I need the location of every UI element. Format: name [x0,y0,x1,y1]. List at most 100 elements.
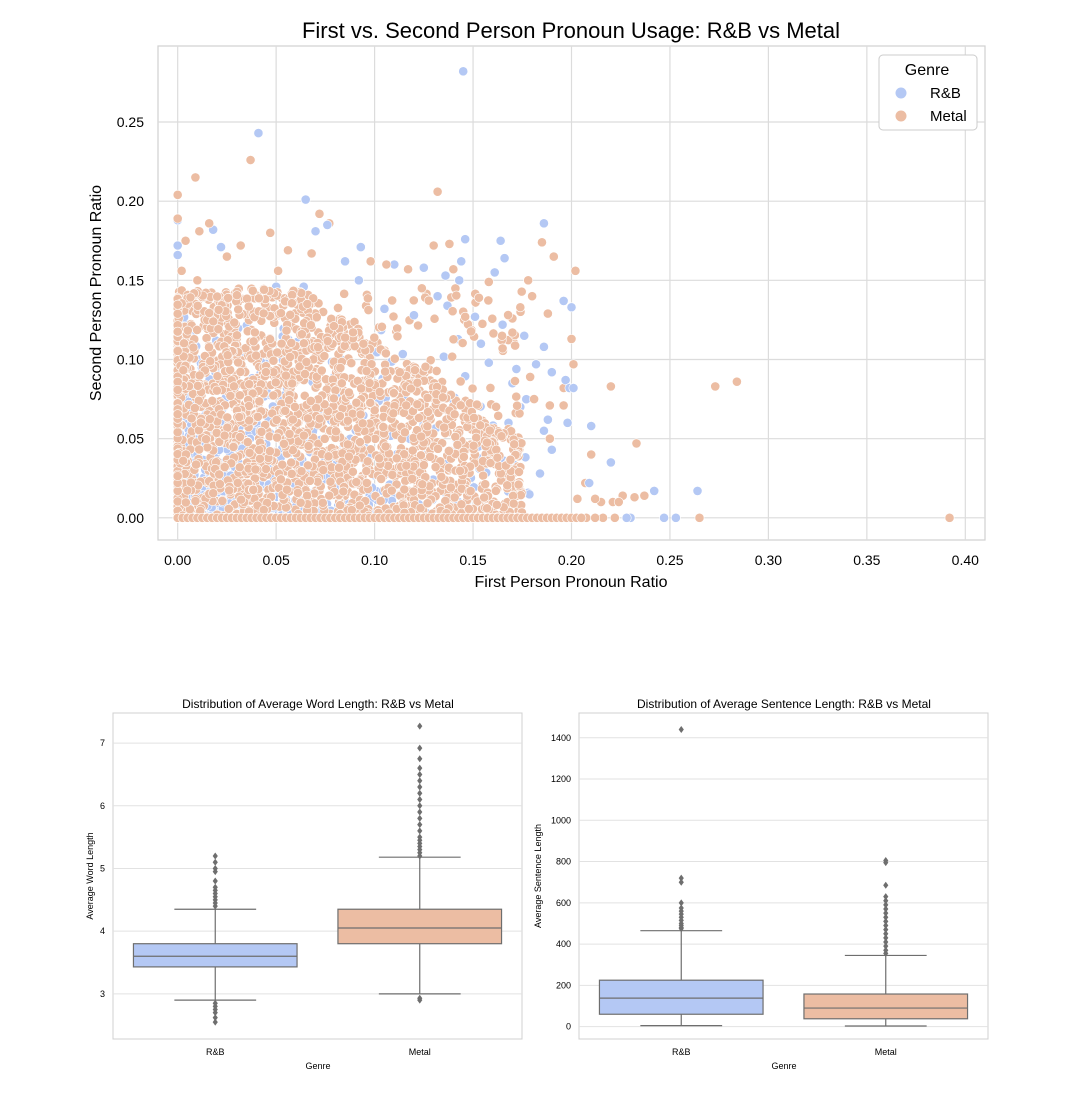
metal-point [469,413,479,423]
metal-point [399,449,410,460]
sentence-length-grid [579,737,988,1028]
metal-point [256,426,267,437]
y-tick-label: 5 [100,863,105,873]
metal-point [172,409,183,420]
rnb-point [470,311,480,322]
metal-point [297,329,307,340]
metal-point [214,479,225,489]
metal-point [335,363,346,373]
metal-point [339,340,350,351]
metal-point [247,285,258,296]
metal-point [391,453,402,464]
metal-point [316,365,327,376]
metal-point [233,357,244,368]
metal-point [286,338,297,348]
y-tick-label: 0.00 [117,510,144,526]
metal-point [228,442,239,452]
legend-marker-metal [895,110,907,122]
metal-point [254,445,265,455]
box-body [803,993,969,1020]
metal-point [281,370,291,381]
rnb-point [300,194,311,205]
metal-point [491,499,502,510]
metal-point [172,346,183,356]
metal-point [527,291,538,302]
metal-point [432,186,443,197]
metal-point [497,343,508,354]
rnb-point [454,275,465,286]
metal-point [204,414,215,424]
rnb-point [322,220,333,230]
metal-point [354,500,365,511]
metal-point [422,498,433,509]
rnb-point [216,242,226,252]
metal-point [179,338,189,349]
metal-point [172,385,183,395]
metal-point [234,462,245,473]
metal-point [219,430,230,441]
word-length-boxes [132,722,503,1026]
metal-point [455,465,465,476]
metal-point [631,438,642,449]
metal-point [422,421,433,432]
metal-point [265,334,275,345]
metal-point [566,334,577,344]
metal-point [282,484,292,495]
word-length-x-label: Genre [305,1061,330,1071]
metal-point [268,355,279,366]
metal-point [290,402,300,412]
metal-point [484,425,495,436]
metal-point [294,361,305,372]
sentence-length-title: Distribution of Average Sentence Length:… [637,697,931,711]
metal-point [302,413,313,424]
scatter-x-label: First Person Pronoun Ratio [475,574,668,591]
metal-point [343,387,354,398]
y-tick-label: 6 [100,801,105,811]
x-tick-label: R&B [206,1047,225,1057]
metal-point [407,445,418,456]
x-tick-label: Metal [409,1047,431,1057]
metal-point [284,429,295,439]
metal-point [374,453,385,464]
metal-point [356,383,367,394]
metal-point [505,454,516,465]
metal-point [474,292,484,303]
metal-point [298,338,309,349]
metal-point [456,499,467,510]
metal-point [222,350,233,361]
metal-point [496,431,507,442]
metal-point [447,351,458,362]
metal-point [190,172,201,183]
metal-point [403,264,413,275]
metal-point [324,490,335,501]
metal-point [377,321,387,332]
outlier-marker [883,949,889,957]
metal-point [270,377,281,388]
metal-point [488,328,499,339]
rnb-point [531,359,541,370]
metal-point [351,477,362,487]
metal-point [268,390,279,401]
rnb-point [253,128,264,138]
metal-point [423,406,433,417]
metal-point [387,295,398,306]
metal-point [512,400,523,411]
metal-point [172,376,183,387]
y-tick-label: 4 [100,926,105,936]
metal-point [418,460,429,470]
rnb-point [310,226,321,237]
metal-point [172,299,183,310]
metal-point [478,470,489,481]
metal-point [319,399,330,410]
scatter-legend: Genre R&B Metal [878,54,978,131]
outlier-marker [883,926,889,934]
word-length-ticks: 3 4 5 6 7 R&B Metal [100,738,431,1057]
rnb-point [542,414,553,425]
metal-point [425,451,436,462]
rnb-point [172,240,183,251]
y-tick-label: 200 [556,980,571,990]
x-tick-label: 0.40 [952,552,979,568]
metal-point [298,430,309,441]
metal-point [276,474,286,485]
metal-point [452,439,463,450]
